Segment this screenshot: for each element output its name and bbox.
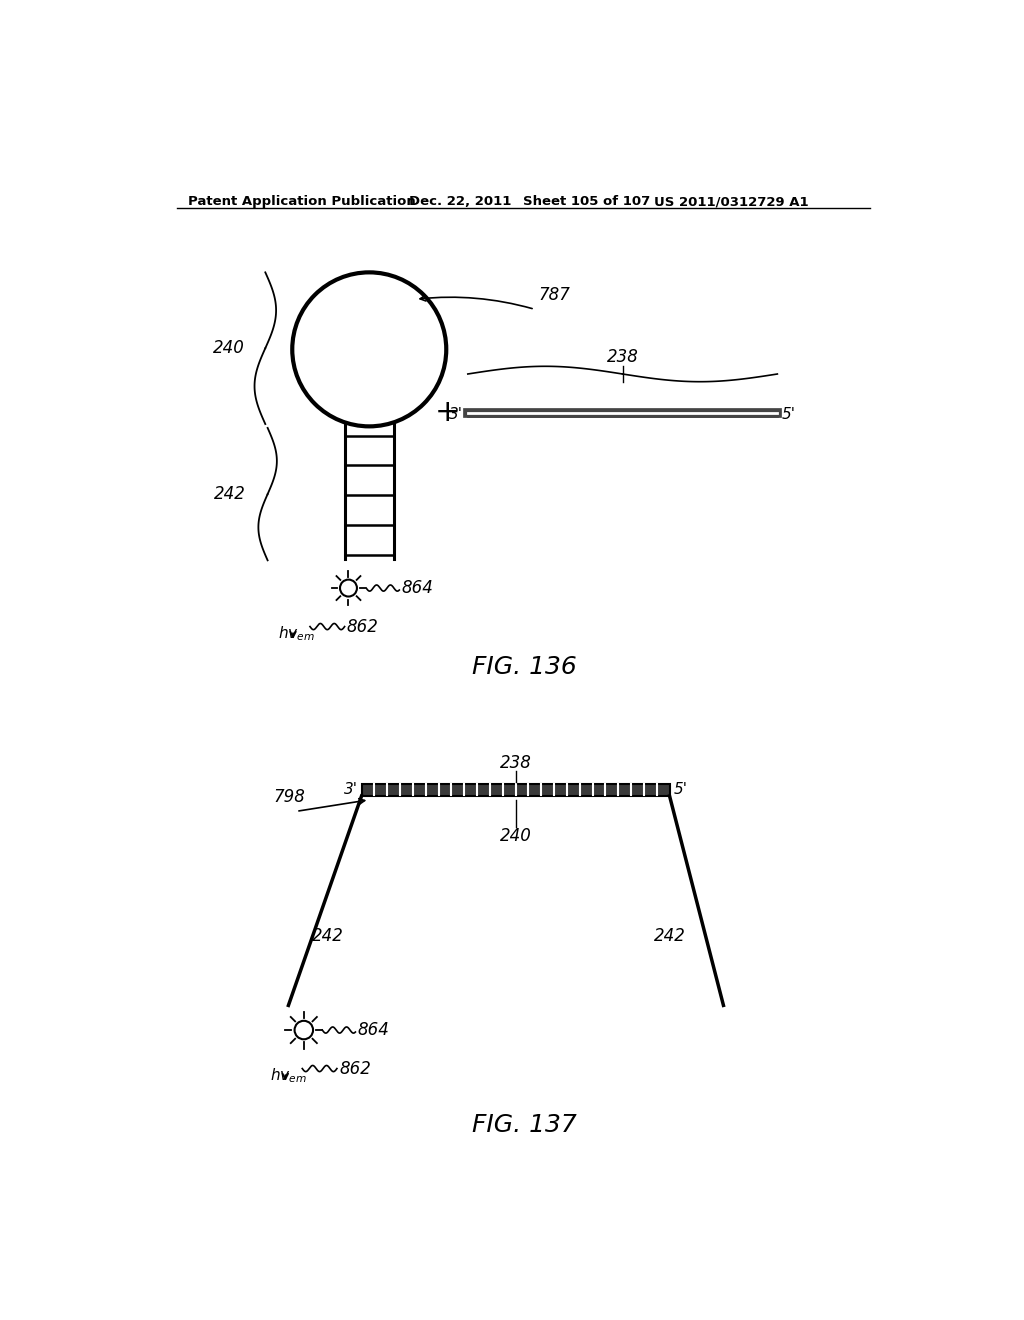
Text: 240: 240 — [213, 339, 245, 358]
Text: +: + — [435, 399, 461, 426]
Text: 238: 238 — [500, 754, 531, 772]
Text: US 2011/0312729 A1: US 2011/0312729 A1 — [654, 195, 809, 209]
Text: Patent Application Publication: Patent Application Publication — [188, 195, 416, 209]
Text: Sheet 105 of 107: Sheet 105 of 107 — [523, 195, 650, 209]
Text: FIG. 137: FIG. 137 — [472, 1113, 578, 1137]
Text: 864: 864 — [357, 1022, 389, 1039]
Text: 5': 5' — [782, 407, 796, 421]
Text: $hv_{em}$: $hv_{em}$ — [270, 1067, 307, 1085]
Bar — [361, 784, 670, 796]
Text: FIG. 136: FIG. 136 — [472, 655, 578, 678]
Text: 864: 864 — [401, 579, 433, 597]
Text: 787: 787 — [539, 286, 570, 305]
Text: 240: 240 — [500, 828, 531, 845]
Text: 798: 798 — [273, 788, 305, 807]
Text: 3': 3' — [450, 407, 463, 421]
Text: $hv_{em}$: $hv_{em}$ — [278, 624, 314, 643]
Text: 242: 242 — [311, 927, 343, 945]
Text: 862: 862 — [347, 618, 379, 635]
Text: 3': 3' — [344, 783, 357, 797]
Text: 862: 862 — [339, 1060, 371, 1077]
Text: 5': 5' — [674, 783, 687, 797]
Text: 238: 238 — [607, 348, 639, 366]
Text: 242: 242 — [214, 486, 246, 503]
Text: 242: 242 — [654, 927, 686, 945]
Text: Dec. 22, 2011: Dec. 22, 2011 — [410, 195, 512, 209]
